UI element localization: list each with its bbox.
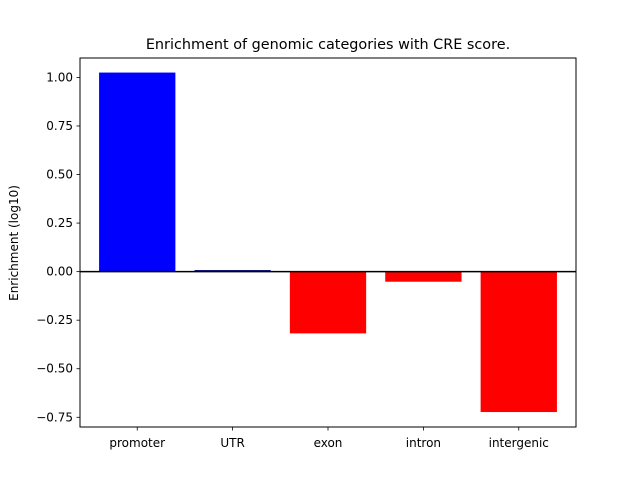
y-tick-label: 0.50	[46, 168, 73, 182]
chart-title: Enrichment of genomic categories with CR…	[146, 37, 510, 53]
bars-group	[99, 72, 557, 413]
bar-exon	[289, 271, 367, 334]
y-axis-label: Enrichment (log10)	[7, 185, 21, 301]
y-tick-label: 0.00	[46, 265, 73, 279]
y-tick-label: 0.75	[46, 119, 73, 133]
y-tick-label: −0.25	[36, 313, 73, 327]
x-tick-label-UTR: UTR	[220, 436, 244, 450]
bar-intergenic	[480, 271, 557, 413]
y-tick-label: 1.00	[46, 70, 73, 84]
x-axis: promoter UTR exon intron intergenic	[109, 427, 549, 450]
x-tick-label-promoter: promoter	[109, 436, 165, 450]
y-tick-label: −0.50	[36, 362, 73, 376]
y-tick-label: 0.25	[46, 216, 73, 230]
bar-promoter	[99, 72, 176, 272]
x-tick-label-exon: exon	[314, 436, 343, 450]
bar-intron	[385, 271, 462, 282]
y-axis: −0.75 −0.50 −0.25 0.00 0.25 0.50 0.75 1.00	[36, 70, 80, 424]
x-tick-label-intergenic: intergenic	[489, 436, 549, 450]
bar-UTR	[194, 270, 271, 272]
x-tick-label-intron: intron	[406, 436, 441, 450]
y-tick-label: −0.75	[36, 410, 73, 424]
